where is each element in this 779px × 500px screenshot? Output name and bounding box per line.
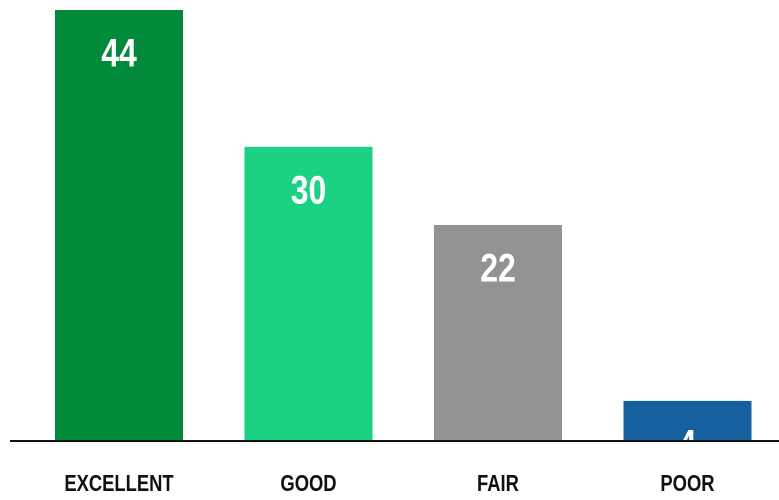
x-tick-label: POOR	[660, 471, 714, 496]
x-tick-label: FAIR	[477, 471, 519, 496]
bar	[623, 400, 752, 440]
data-label: 4	[679, 421, 697, 466]
bar	[244, 146, 373, 440]
bar	[434, 225, 562, 440]
x-tick-label: EXCELLENT	[64, 471, 174, 496]
data-label: 30	[291, 167, 327, 212]
x-tick-label: GOOD	[280, 471, 336, 496]
data-label: 22	[480, 245, 516, 290]
data-label: 44	[101, 30, 137, 75]
bar	[55, 10, 183, 440]
